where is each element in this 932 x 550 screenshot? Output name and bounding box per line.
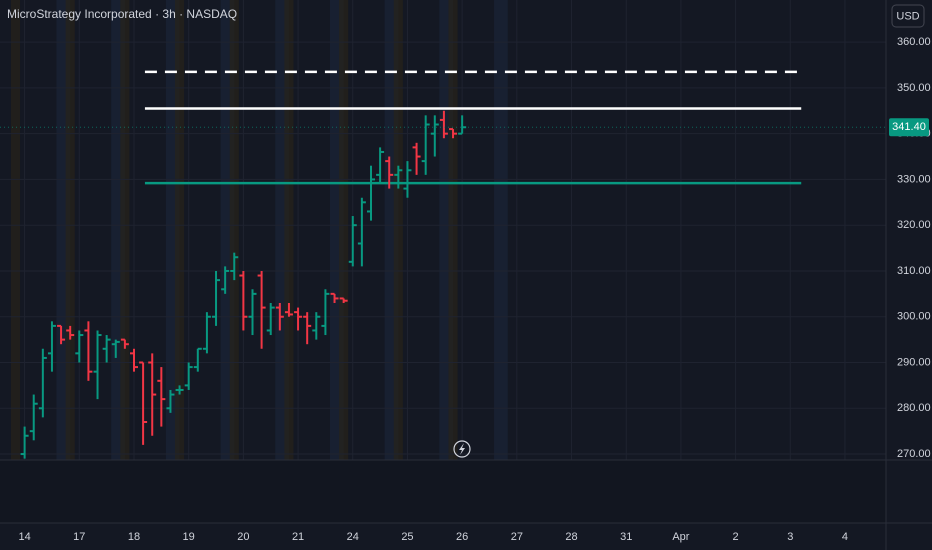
y-tick-label: 350.00: [897, 82, 931, 94]
premarket-stripe: [284, 0, 294, 460]
grid: [0, 0, 886, 523]
premarket-stripe: [448, 0, 458, 460]
y-tick-label: 270.00: [897, 448, 931, 460]
x-tick-label: 14: [18, 531, 30, 543]
x-tick-label: 25: [401, 531, 413, 543]
x-tick-label: 4: [842, 531, 848, 543]
premarket-stripe: [120, 0, 130, 460]
premarket-stripe: [65, 0, 75, 460]
x-tick-label: 26: [456, 531, 468, 543]
x-tick-label: 3: [787, 531, 793, 543]
y-tick-label: 310.00: [897, 265, 931, 277]
currency-box[interactable]: [891, 4, 925, 28]
x-tick-label: Apr: [672, 531, 689, 543]
x-tick-label: 20: [237, 531, 249, 543]
x-tick-label: 19: [183, 531, 195, 543]
x-tick-label: 21: [292, 531, 304, 543]
x-tick-label: 27: [511, 531, 523, 543]
premarket-stripe: [175, 0, 185, 460]
y-tick-label: 360.00: [897, 36, 931, 48]
currency[interactable]: USD: [896, 10, 919, 22]
x-tick-label: 28: [565, 531, 577, 543]
premarket-stripe: [229, 0, 239, 460]
y-tick-label: 290.00: [897, 356, 931, 368]
premarket-stripe: [10, 0, 21, 460]
x-tick-label: 17: [73, 531, 85, 543]
y-tick-label: 300.00: [897, 311, 931, 323]
premarket-stripe: [393, 0, 403, 460]
x-tick-label: 2: [733, 531, 739, 543]
x-tick-label: 18: [128, 531, 140, 543]
last-price-box: [889, 118, 929, 137]
volume-pane: [0, 460, 886, 523]
lightning-icon[interactable]: [453, 440, 471, 458]
premarket-stripe: [339, 0, 349, 460]
session-stripes: [10, 0, 508, 460]
y-tick-label: 330.00: [897, 173, 931, 185]
y-tick-label: 320.00: [897, 219, 931, 231]
x-tick-label: 24: [347, 531, 359, 543]
last-price-label: 341.40: [892, 121, 926, 133]
x-tick-label: 31: [620, 531, 632, 543]
chart-title: MicroStrategy Incorporated · 3h · NASDAQ: [7, 7, 237, 21]
y-tick-label: 280.00: [897, 402, 931, 414]
afterhours-stripe: [494, 0, 508, 460]
